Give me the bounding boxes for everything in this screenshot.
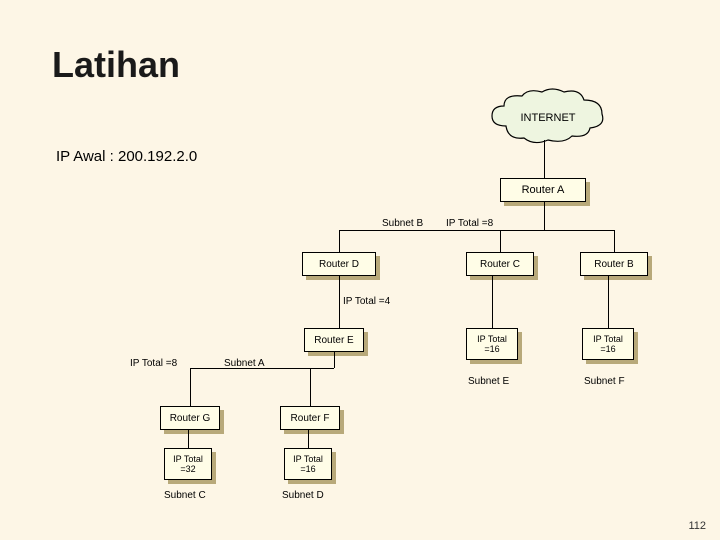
internet-label: INTERNET xyxy=(521,112,576,124)
ip-awal-label: IP Awal : 200.192.2.0 xyxy=(56,148,197,165)
subnet-c-label: Subnet C xyxy=(164,490,206,501)
ip-total-8-left: IP Total =8 xyxy=(130,358,177,369)
router-b: Router B xyxy=(580,252,648,276)
connector-line xyxy=(544,202,545,230)
ip-total-4: IP Total =4 xyxy=(343,296,390,307)
router-c: Router C xyxy=(466,252,534,276)
router-g: Router G xyxy=(160,406,220,430)
connector-line xyxy=(544,140,545,178)
ip-total-16-d: IP Total =16 xyxy=(284,448,332,480)
connector-line xyxy=(492,276,493,328)
connector-line xyxy=(190,368,334,369)
router-a: Router A xyxy=(500,178,586,202)
page-number: 112 xyxy=(688,520,706,532)
connector-line xyxy=(608,276,609,328)
connector-line xyxy=(339,230,614,231)
ip-total-16-f: IP Total =16 xyxy=(582,328,634,360)
subnet-b-label: Subnet B xyxy=(382,218,423,229)
connector-line xyxy=(339,230,340,252)
connector-line xyxy=(188,430,189,448)
connector-line xyxy=(614,230,615,252)
ip-total-16-e: IP Total =16 xyxy=(466,328,518,360)
ip-total-32: IP Total =32 xyxy=(164,448,212,480)
internet-cloud: INTERNET xyxy=(498,96,598,140)
router-f: Router F xyxy=(280,406,340,430)
slide-title: Latihan xyxy=(52,44,180,86)
connector-line xyxy=(308,430,309,448)
router-e: Router E xyxy=(304,328,364,352)
connector-line xyxy=(310,368,311,406)
connector-line xyxy=(190,368,191,406)
subnet-d-label: Subnet D xyxy=(282,490,324,501)
connector-line xyxy=(334,352,335,368)
subnet-f-label: Subnet F xyxy=(584,376,625,387)
subnet-e-label: Subnet E xyxy=(468,376,509,387)
ip-total-8-top: IP Total =8 xyxy=(446,218,493,229)
router-d: Router D xyxy=(302,252,376,276)
connector-line xyxy=(339,276,340,328)
connector-line xyxy=(500,230,501,252)
